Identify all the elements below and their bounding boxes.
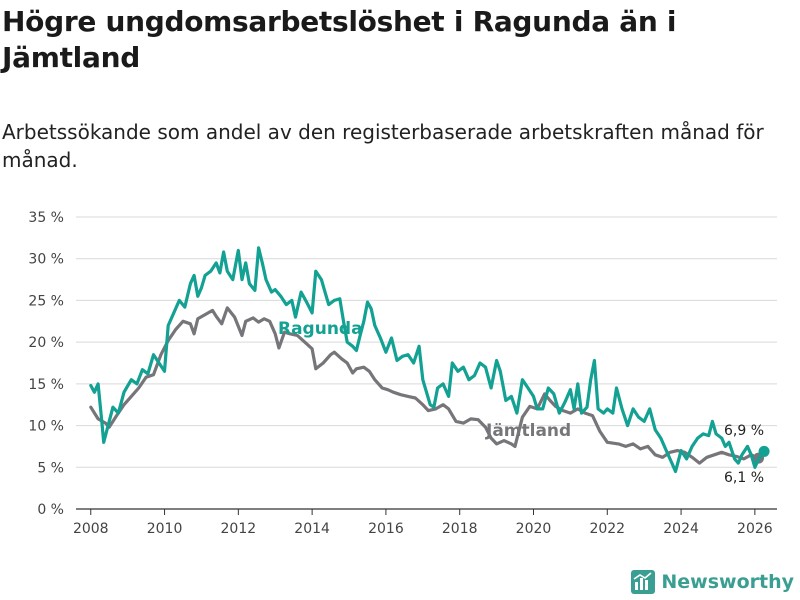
x-axis-ticks: 2008 2010 2012 2014 2016 2018 2020 2022 2024 2026 (73, 509, 773, 537)
x-tick-label: 2016 (368, 521, 404, 537)
x-tick-label: 2010 (147, 521, 183, 537)
x-tick-label: 2026 (737, 521, 773, 537)
newsworthy-logo-icon (631, 570, 656, 594)
y-tick-label: 5 % (37, 460, 64, 476)
end-point-ragunda (758, 445, 770, 457)
gridlines (76, 216, 777, 510)
end-value-jamtland: 6,1 % (724, 470, 764, 486)
end-value-ragunda: 6,9 % (724, 423, 764, 439)
y-tick-label: 35 % (28, 210, 64, 226)
brand-name: Newsworthy (661, 571, 794, 593)
x-tick-label: 2008 (73, 521, 109, 537)
y-tick-label: 30 % (28, 252, 64, 268)
series-label-ragunda: Ragunda (278, 319, 363, 339)
series-lines (89, 246, 770, 474)
chart-subtitle: Arbetssökande som andel av den registerb… (2, 120, 764, 172)
y-tick-label: 0 % (37, 502, 64, 518)
x-tick-label: 2018 (442, 521, 478, 537)
y-axis-ticks: 0 % 5 % 10 % 15 % 20 % 25 % 30 % 35 % (28, 210, 64, 518)
x-tick-label: 2012 (221, 521, 257, 537)
x-tick-label: 2024 (663, 521, 699, 537)
y-tick-label: 15 % (28, 377, 64, 393)
series-line-ragunda (89, 246, 766, 474)
y-tick-label: 25 % (28, 293, 64, 309)
chart-title: Högre ungdomsarbetslöshet i Ragunda än i… (2, 5, 677, 74)
series-label-jamtland: Jämtland (485, 421, 571, 441)
x-tick-label: 2020 (516, 521, 552, 537)
y-tick-label: 10 % (28, 419, 64, 435)
y-tick-label: 20 % (28, 335, 64, 351)
x-tick-label: 2022 (589, 521, 625, 537)
series-line-jmtland (89, 306, 761, 465)
x-tick-label: 2014 (294, 521, 330, 537)
brand-logo: Newsworthy (631, 568, 794, 596)
